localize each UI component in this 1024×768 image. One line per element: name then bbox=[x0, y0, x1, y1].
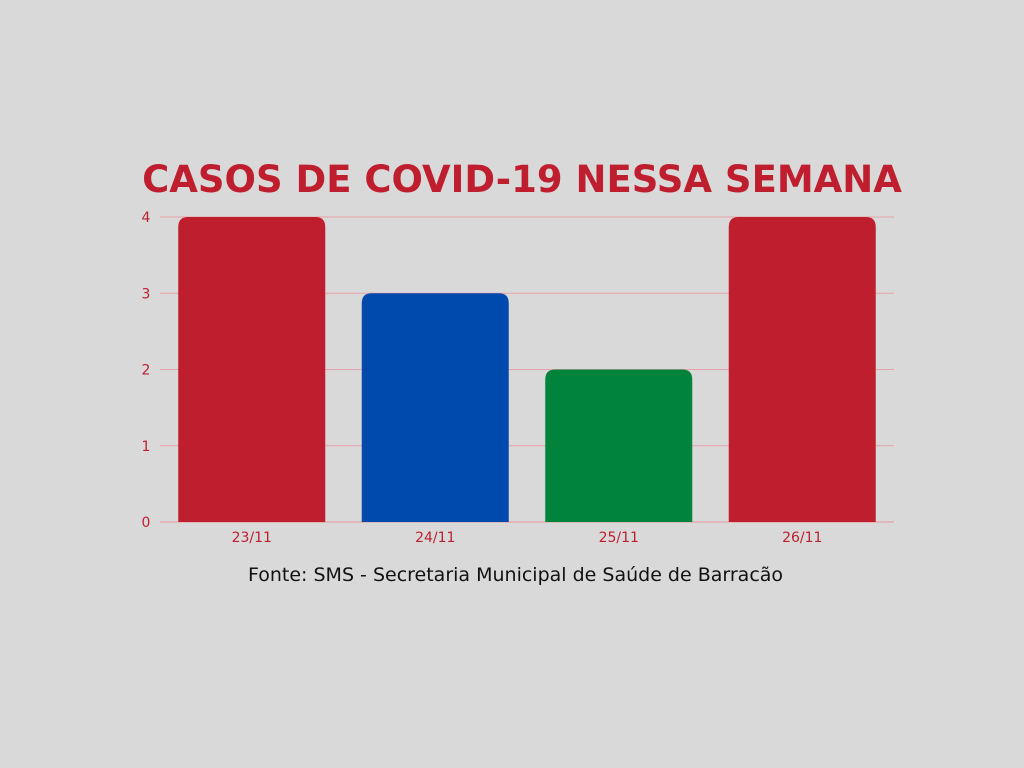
chart-title: CASOS DE COVID-19 NESSA SEMANA bbox=[142, 158, 902, 201]
bar-25-11 bbox=[545, 369, 693, 522]
y-tick-label: 1 bbox=[142, 439, 151, 455]
bar-24-11 bbox=[361, 293, 509, 522]
y-tick-label: 0 bbox=[142, 515, 151, 531]
source-note: Fonte: SMS - Secretaria Municipal de Saú… bbox=[248, 564, 784, 586]
y-tick-label: 4 bbox=[142, 210, 151, 226]
y-tick-label: 3 bbox=[142, 286, 151, 302]
bars bbox=[178, 217, 876, 522]
x-tick-label: 25/11 bbox=[599, 530, 639, 546]
y-tick-label: 2 bbox=[142, 363, 151, 379]
x-tick-label: 24/11 bbox=[415, 530, 455, 546]
y-axis-ticks: 0 1 2 3 4 bbox=[142, 210, 151, 531]
x-tick-label: 26/11 bbox=[782, 530, 822, 546]
x-tick-label: 23/11 bbox=[232, 530, 272, 546]
bar-26-11 bbox=[728, 217, 876, 522]
bar-23-11 bbox=[178, 217, 326, 522]
x-axis-ticks: 23/11 24/11 25/11 26/11 bbox=[232, 530, 823, 546]
